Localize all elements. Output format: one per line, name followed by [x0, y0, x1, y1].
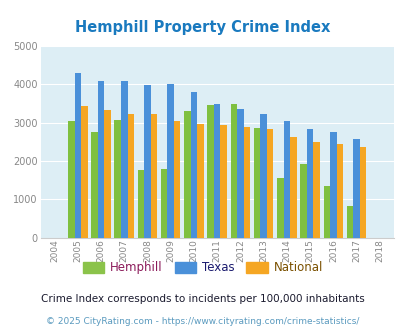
- Bar: [197, 124, 203, 238]
- Bar: [300, 164, 306, 238]
- Bar: [127, 114, 134, 238]
- Bar: [329, 132, 336, 238]
- Bar: [323, 186, 329, 238]
- Bar: [230, 104, 237, 238]
- Bar: [160, 169, 167, 238]
- Bar: [277, 178, 283, 238]
- Bar: [313, 142, 319, 238]
- Bar: [243, 127, 249, 238]
- Bar: [253, 128, 260, 238]
- Legend: Hemphill, Texas, National: Hemphill, Texas, National: [78, 257, 327, 279]
- Bar: [346, 206, 352, 238]
- Bar: [220, 125, 226, 238]
- Bar: [167, 84, 174, 238]
- Bar: [150, 114, 157, 238]
- Bar: [75, 73, 81, 238]
- Bar: [137, 170, 144, 238]
- Bar: [352, 139, 359, 238]
- Bar: [114, 120, 121, 238]
- Bar: [336, 144, 342, 238]
- Bar: [184, 111, 190, 238]
- Bar: [207, 105, 213, 238]
- Bar: [104, 110, 111, 238]
- Bar: [306, 129, 313, 238]
- Bar: [91, 132, 98, 238]
- Bar: [290, 137, 296, 238]
- Bar: [213, 104, 220, 238]
- Bar: [81, 106, 87, 238]
- Bar: [98, 82, 104, 238]
- Bar: [266, 129, 273, 238]
- Text: Hemphill Property Crime Index: Hemphill Property Crime Index: [75, 20, 330, 35]
- Text: © 2025 CityRating.com - https://www.cityrating.com/crime-statistics/: © 2025 CityRating.com - https://www.city…: [46, 317, 359, 326]
- Bar: [68, 121, 75, 238]
- Bar: [237, 109, 243, 238]
- Bar: [121, 81, 127, 238]
- Bar: [144, 85, 150, 238]
- Bar: [359, 147, 365, 238]
- Bar: [190, 92, 197, 238]
- Bar: [283, 121, 290, 238]
- Text: Crime Index corresponds to incidents per 100,000 inhabitants: Crime Index corresponds to incidents per…: [41, 294, 364, 304]
- Bar: [174, 121, 180, 238]
- Bar: [260, 114, 266, 238]
